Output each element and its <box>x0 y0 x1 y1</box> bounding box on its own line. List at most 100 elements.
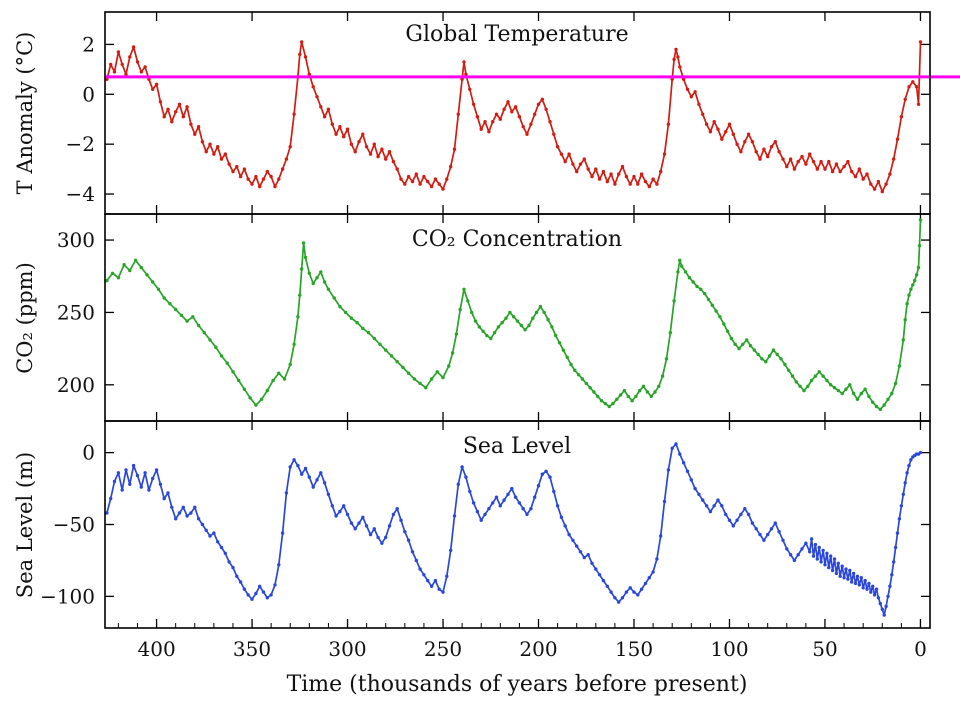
sea-level-data-point <box>905 471 909 475</box>
co2-concentration-data-point <box>863 387 867 391</box>
co2-concentration-data-point <box>332 296 336 300</box>
sea-level-data-point <box>890 573 894 577</box>
sea-level-data-point <box>105 511 109 515</box>
sea-level-data-point <box>785 547 789 551</box>
sea-level-data-point <box>216 540 220 544</box>
co2-concentration-data-point <box>657 384 661 388</box>
sea-level-data-point <box>834 571 839 576</box>
global-temperature-data-point <box>288 145 292 149</box>
sea-level-data-point <box>158 482 163 486</box>
co2-concentration-data-point <box>470 310 474 315</box>
global-temperature-data-point <box>219 157 224 161</box>
global-temperature-data-point <box>808 152 812 156</box>
co2-concentration-series-line <box>106 219 922 411</box>
sea-level-data-point <box>387 524 392 528</box>
sea-level-data-point <box>437 587 441 591</box>
sea-level-data-point <box>918 450 923 455</box>
sea-level-data-point <box>647 576 651 580</box>
sea-level-data-point <box>384 535 388 540</box>
global-temperature-data-point <box>487 130 491 134</box>
co2-concentration-data-point <box>599 399 604 403</box>
global-temperature-data-point <box>636 182 640 186</box>
global-temperature-data-point <box>449 164 453 169</box>
co2-concentration-data-point <box>265 388 269 393</box>
co2-concentration-data-point <box>584 381 588 386</box>
global-temperature-data-point <box>727 122 732 126</box>
global-temperature-data-point <box>193 132 197 136</box>
sea-level-data-point <box>819 560 823 564</box>
co2-concentration-data-point <box>710 303 714 307</box>
global-temperature-data-point <box>529 122 533 126</box>
global-temperature-data-point <box>676 55 680 59</box>
co2-concentration-data-point <box>298 293 302 297</box>
co2-concentration-data-point <box>219 354 224 358</box>
co2-concentration-data-point <box>645 390 650 394</box>
temperature-y-axis-label: T Anomaly (°C) <box>13 32 37 195</box>
co2-concentration-data-point <box>809 378 814 383</box>
global-temperature-data-point <box>884 182 888 186</box>
global-temperature-data-point <box>277 177 281 181</box>
co2-concentration-data-point <box>116 276 121 280</box>
y-tick-label: 300 <box>57 228 95 252</box>
global-temperature-data-point <box>613 182 617 186</box>
co2-concentration-data-point <box>156 287 161 291</box>
x-axis-title: Time (thousands of years before present) <box>287 672 748 697</box>
sea-level-data-point <box>639 587 644 591</box>
co2-concentration-data-point <box>424 386 428 390</box>
sea-level-data-point <box>861 586 865 590</box>
co2-concentration-data-point <box>466 299 470 303</box>
sea-level-data-point <box>151 476 155 481</box>
sea-level-data-point <box>227 560 231 564</box>
global-temperature-data-point <box>437 182 441 186</box>
global-temperature-data-point <box>735 142 739 146</box>
co2-concentration-data-point <box>741 342 745 346</box>
global-temperature-data-point <box>441 187 445 191</box>
co2-concentration-data-point <box>729 336 734 341</box>
co2-concentration-data-point <box>565 355 569 359</box>
global-temperature-data-point <box>773 140 777 144</box>
global-temperature-data-point <box>555 145 560 149</box>
co2-concentration-data-point <box>893 381 898 386</box>
global-temperature-data-point <box>746 132 751 136</box>
sea-level-data-point <box>563 524 567 528</box>
co2-concentration-data-point <box>384 348 388 352</box>
co2-concentration-data-point <box>527 323 531 328</box>
sea-level-data-point <box>120 488 124 492</box>
sea-level-data-point <box>391 512 396 517</box>
co2-concentration-data-point <box>550 325 554 329</box>
global-temperature-data-point <box>819 159 823 164</box>
sea-level-data-point <box>659 534 663 538</box>
global-temperature-data-point <box>777 150 781 154</box>
global-temperature-data-point <box>181 115 185 119</box>
global-temperature-data-point <box>567 152 571 156</box>
co2-concentration-data-point <box>748 344 753 348</box>
global-temperature-data-point <box>330 122 334 126</box>
global-temperature-data-point <box>597 177 602 181</box>
co2-concentration-data-point <box>771 348 776 352</box>
global-temperature-data-point <box>916 102 921 107</box>
sea-level-data-point <box>475 509 480 514</box>
global-temperature-data-point <box>261 177 266 181</box>
global-temperature-data-point <box>189 122 193 126</box>
sea-level-data-point <box>491 501 495 505</box>
co2-concentration-data-point <box>282 377 287 381</box>
global-temperature-data-point <box>720 137 724 141</box>
global-temperature-data-point <box>246 177 250 181</box>
co2-concentration-data-point <box>918 218 923 222</box>
x-tick-label: 300 <box>328 637 366 661</box>
sea-level-data-point <box>376 535 380 540</box>
global-temperature-data-point <box>204 150 208 154</box>
sea-level-data-point <box>109 496 113 501</box>
sea-level-data-point <box>185 514 189 518</box>
sea-level-data-point <box>670 446 674 450</box>
global-temperature-data-point <box>326 107 331 112</box>
sea-level-data-point <box>322 481 327 485</box>
sea-level-data-point <box>135 473 140 478</box>
global-temperature-data-point <box>536 102 541 107</box>
co2-concentration-data-point <box>481 329 485 333</box>
co2-concentration-data-point <box>787 368 791 372</box>
global-temperature-data-point <box>258 184 262 189</box>
co2-concentration-data-point <box>626 394 630 399</box>
co2-concentration-data-point <box>462 287 466 291</box>
